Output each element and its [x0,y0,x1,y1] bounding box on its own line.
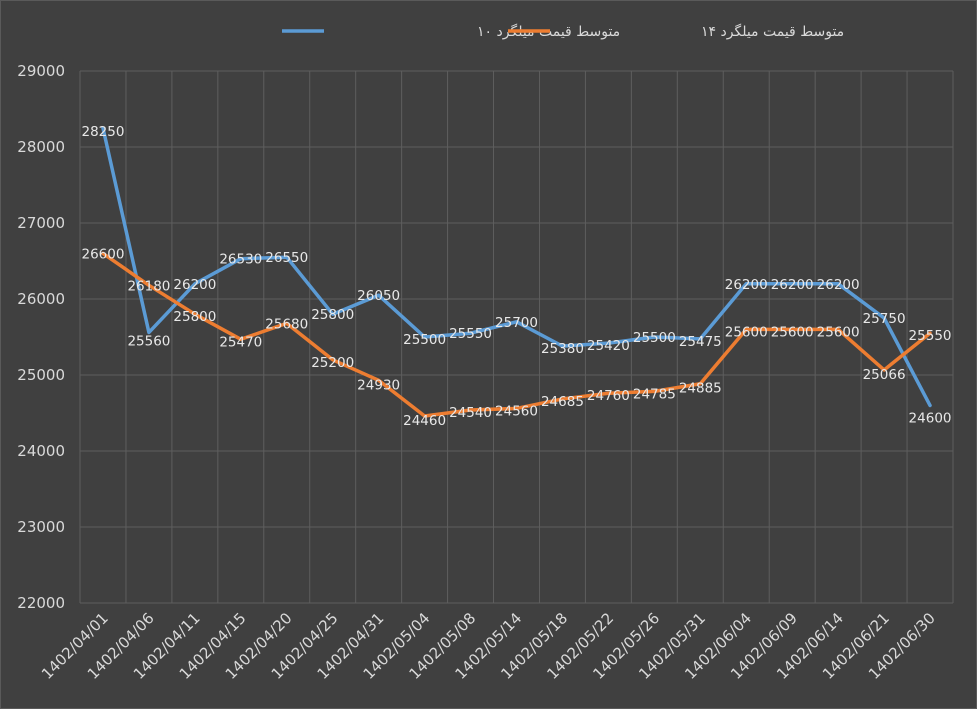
y-tick-label: 22000 [17,594,65,612]
data-label: 24785 [633,386,676,402]
data-label: 25800 [173,309,216,325]
data-label: 25550 [909,328,952,344]
series-line-2 [101,251,932,418]
data-label: 25066 [863,367,906,383]
data-label: 25475 [679,334,722,350]
data-label: 24540 [449,405,492,421]
axis-layer: 29000 28000 27000 26000 25000 24000 23000 22000… [17,62,939,683]
legend: متوسط قیمت میلگرد ۱۰ متوسط قیمت میلگرد ۱۴ [282,23,844,40]
series-line-1 [101,126,932,408]
data-label: 26200 [817,277,860,293]
y-tick-label: 29000 [17,62,65,80]
data-label: 25750 [863,311,906,327]
y-tick-label: 25000 [17,366,65,384]
data-label: 25500 [633,330,676,346]
data-label: 25550 [449,326,492,342]
grid-layer [79,70,954,604]
y-tick-label: 24000 [17,442,65,460]
data-label: 25680 [265,316,308,332]
data-label: 24560 [495,403,538,419]
data-label: 24760 [587,388,630,404]
data-label: 24930 [357,377,400,393]
data-label: 25500 [403,332,446,348]
data-label: 25800 [311,307,354,323]
data-label: 26200 [173,277,216,293]
data-label: 25380 [541,341,584,357]
data-label: 25560 [127,333,170,349]
data-label: 26200 [725,277,768,293]
data-label: 26050 [357,288,400,304]
data-label: 25600 [771,324,814,340]
data-label: 25470 [219,334,262,350]
data-label: 28250 [81,124,124,140]
data-label: 26600 [81,246,124,262]
data-label: 24685 [541,394,584,410]
y-tick-label: 28000 [17,138,65,156]
data-label: 25600 [725,324,768,340]
y-tick-label: 23000 [17,518,65,536]
data-label: 25420 [587,338,630,354]
data-label: 26530 [219,252,262,268]
data-label: 25600 [817,324,860,340]
data-label: 25700 [495,315,538,331]
data-label: 24600 [909,410,952,426]
data-label: 26550 [265,250,308,266]
data-label: 24885 [679,381,722,397]
y-tick-label: 26000 [17,290,65,308]
legend-label-2: متوسط قیمت میلگرد ۱۴ [701,23,844,40]
data-label: 24460 [403,413,446,429]
y-tick-label: 27000 [17,214,65,232]
data-label: 26200 [771,277,814,293]
series-layer [101,126,932,418]
data-label: 25200 [311,355,354,371]
data-label: 26180 [127,278,170,294]
